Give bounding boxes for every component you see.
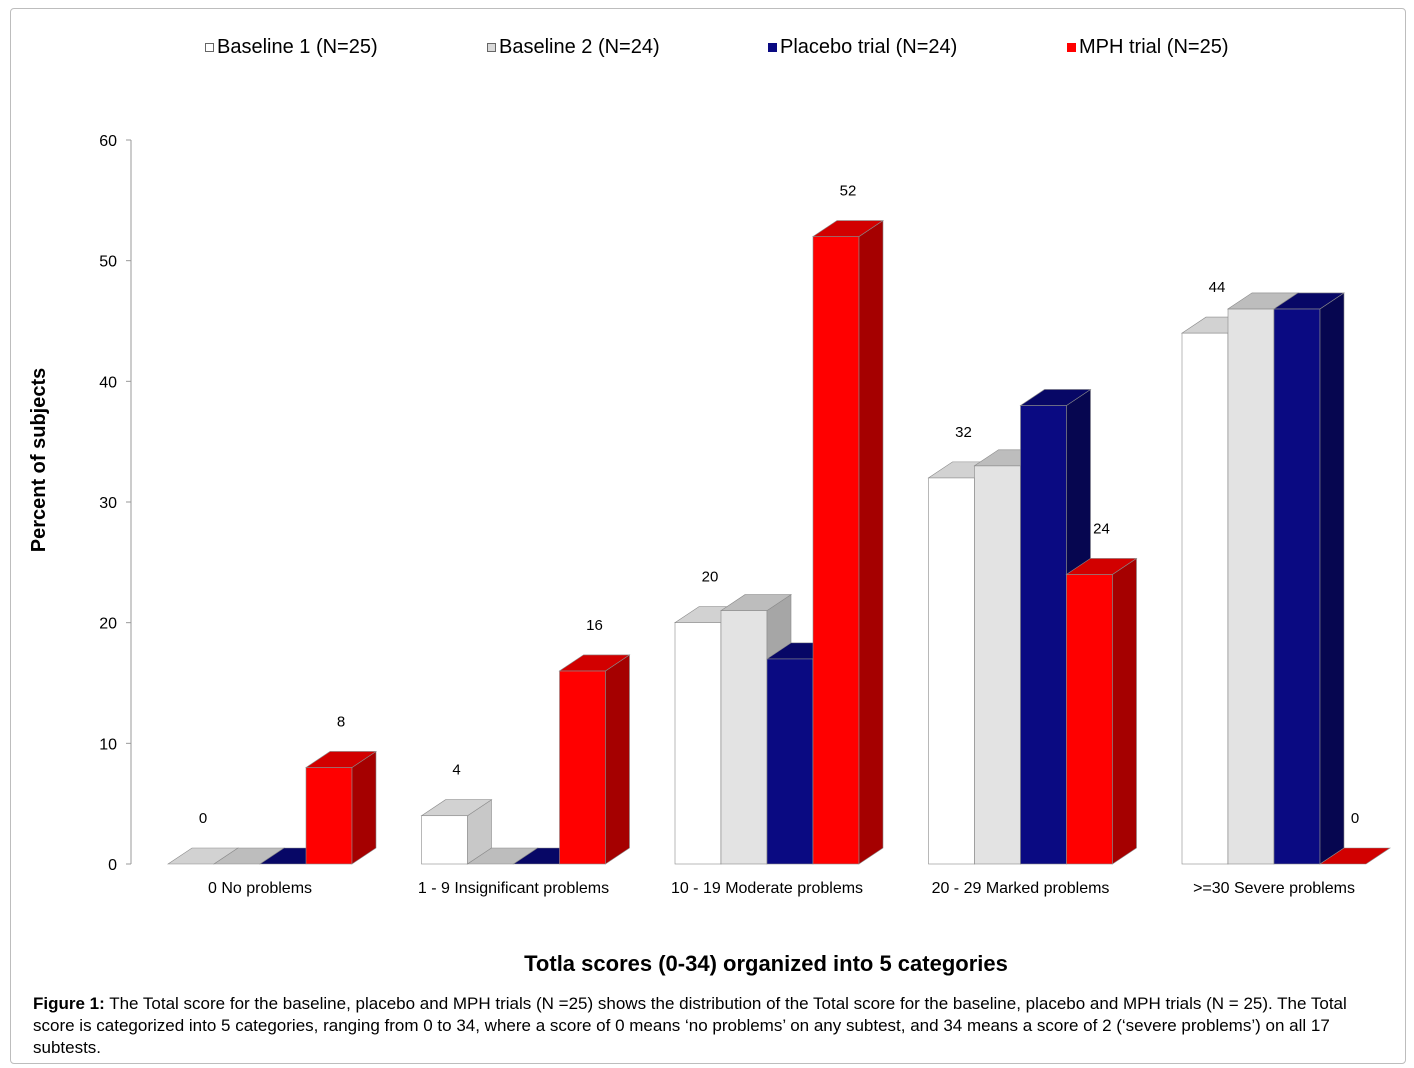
data-label: 52: [840, 183, 857, 200]
figure-caption: Figure 1: The Total score for the baseli…: [33, 993, 1393, 1059]
bar-front-3-1: [559, 670, 606, 865]
y-tick-label: 20: [99, 616, 117, 633]
bar-side-3-3: [1112, 557, 1137, 865]
bar-side-3-1: [605, 654, 630, 865]
y-tick-label: 10: [99, 736, 117, 753]
legend-label-baseline-1: Baseline 1 (N=25): [217, 36, 378, 58]
bar-front-1-2: [720, 610, 768, 865]
y-axis-title: Percent of subjects: [28, 368, 50, 553]
legend-item-placebo: Placebo trial (N=24): [768, 36, 957, 59]
bar-front-1-4: [1227, 308, 1275, 865]
bar-side-2-4: [1319, 292, 1345, 865]
bar-top-1-2: [720, 594, 792, 611]
x-category-label: 20 - 29 Marked problems: [932, 880, 1110, 897]
data-label: 8: [337, 713, 345, 730]
bar-front-3-3: [1066, 574, 1113, 865]
x-category-label: 1 - 9 Insignificant problems: [418, 880, 609, 897]
data-label: 32: [955, 424, 972, 441]
bar-front-0-2: [674, 622, 722, 865]
y-tick-label: 30: [99, 495, 117, 512]
x-category-label: >=30 Severe problems: [1193, 880, 1355, 897]
bar-top-3-2: [812, 220, 884, 237]
bar-front-1-3: [974, 465, 1021, 865]
data-label: 24: [1093, 520, 1110, 537]
y-tick-label: 60: [99, 133, 117, 150]
data-label: 16: [586, 617, 603, 634]
bar-front-3-0: [305, 767, 353, 865]
legend-item-baseline-2: Baseline 2 (N=24): [487, 36, 660, 59]
bar-side-3-0: [351, 750, 377, 865]
caption-text: The Total score for the baseline, placeb…: [33, 994, 1347, 1057]
legend-label-baseline-2: Baseline 2 (N=24): [499, 36, 660, 58]
bar-side-3-2: [858, 219, 884, 865]
legend-swatch-baseline-1: [205, 43, 214, 52]
bar-front-3-2: [812, 236, 860, 865]
data-label: 4: [452, 762, 460, 779]
chart-legend: Baseline 1 (N=25) Baseline 2 (N=24) Plac…: [0, 36, 1414, 60]
legend-label-placebo: Placebo trial (N=24): [780, 36, 958, 58]
bar-top-3-3: [1065, 558, 1138, 575]
x-axis-title: Totla scores (0-34) organized into 5 cat…: [524, 951, 1008, 976]
bar-front-2-2: [766, 658, 814, 865]
legend-label-mph: MPH trial (N=25): [1079, 36, 1229, 58]
x-category-label: 0 No problems: [208, 880, 312, 897]
bar-front-0-1: [421, 815, 468, 865]
bar-front-0-4: [1181, 332, 1229, 865]
x-category-label: 10 - 19 Moderate problems: [671, 880, 863, 897]
legend-swatch-placebo: [768, 43, 777, 52]
data-label: 0: [1351, 810, 1359, 827]
y-tick-label: 40: [99, 374, 117, 391]
figure-frame: [10, 8, 1406, 1064]
y-tick-label: 0: [108, 857, 117, 874]
data-label: 20: [702, 569, 719, 586]
caption-label: Figure 1:: [33, 994, 105, 1013]
legend-item-baseline-1: Baseline 1 (N=25): [205, 36, 378, 59]
bar-top-2-4: [1273, 292, 1345, 310]
legend-swatch-baseline-2: [487, 43, 496, 52]
bar-front-0-3: [928, 477, 975, 865]
bar-top-3-0: [305, 751, 377, 768]
bar-front-2-4: [1273, 308, 1321, 865]
bar-top-0-1: [420, 799, 493, 817]
bar-top-3-1: [558, 654, 631, 672]
data-label: 0: [199, 810, 207, 827]
bar-top-3-4: [1319, 847, 1391, 865]
legend-item-mph: MPH trial (N=25): [1067, 36, 1228, 59]
legend-swatch-mph: [1067, 43, 1076, 52]
bar-front-2-3: [1020, 405, 1067, 865]
y-tick-label: 50: [99, 254, 117, 271]
data-label: 44: [1209, 279, 1226, 296]
bar-top-2-3: [1019, 389, 1092, 406]
